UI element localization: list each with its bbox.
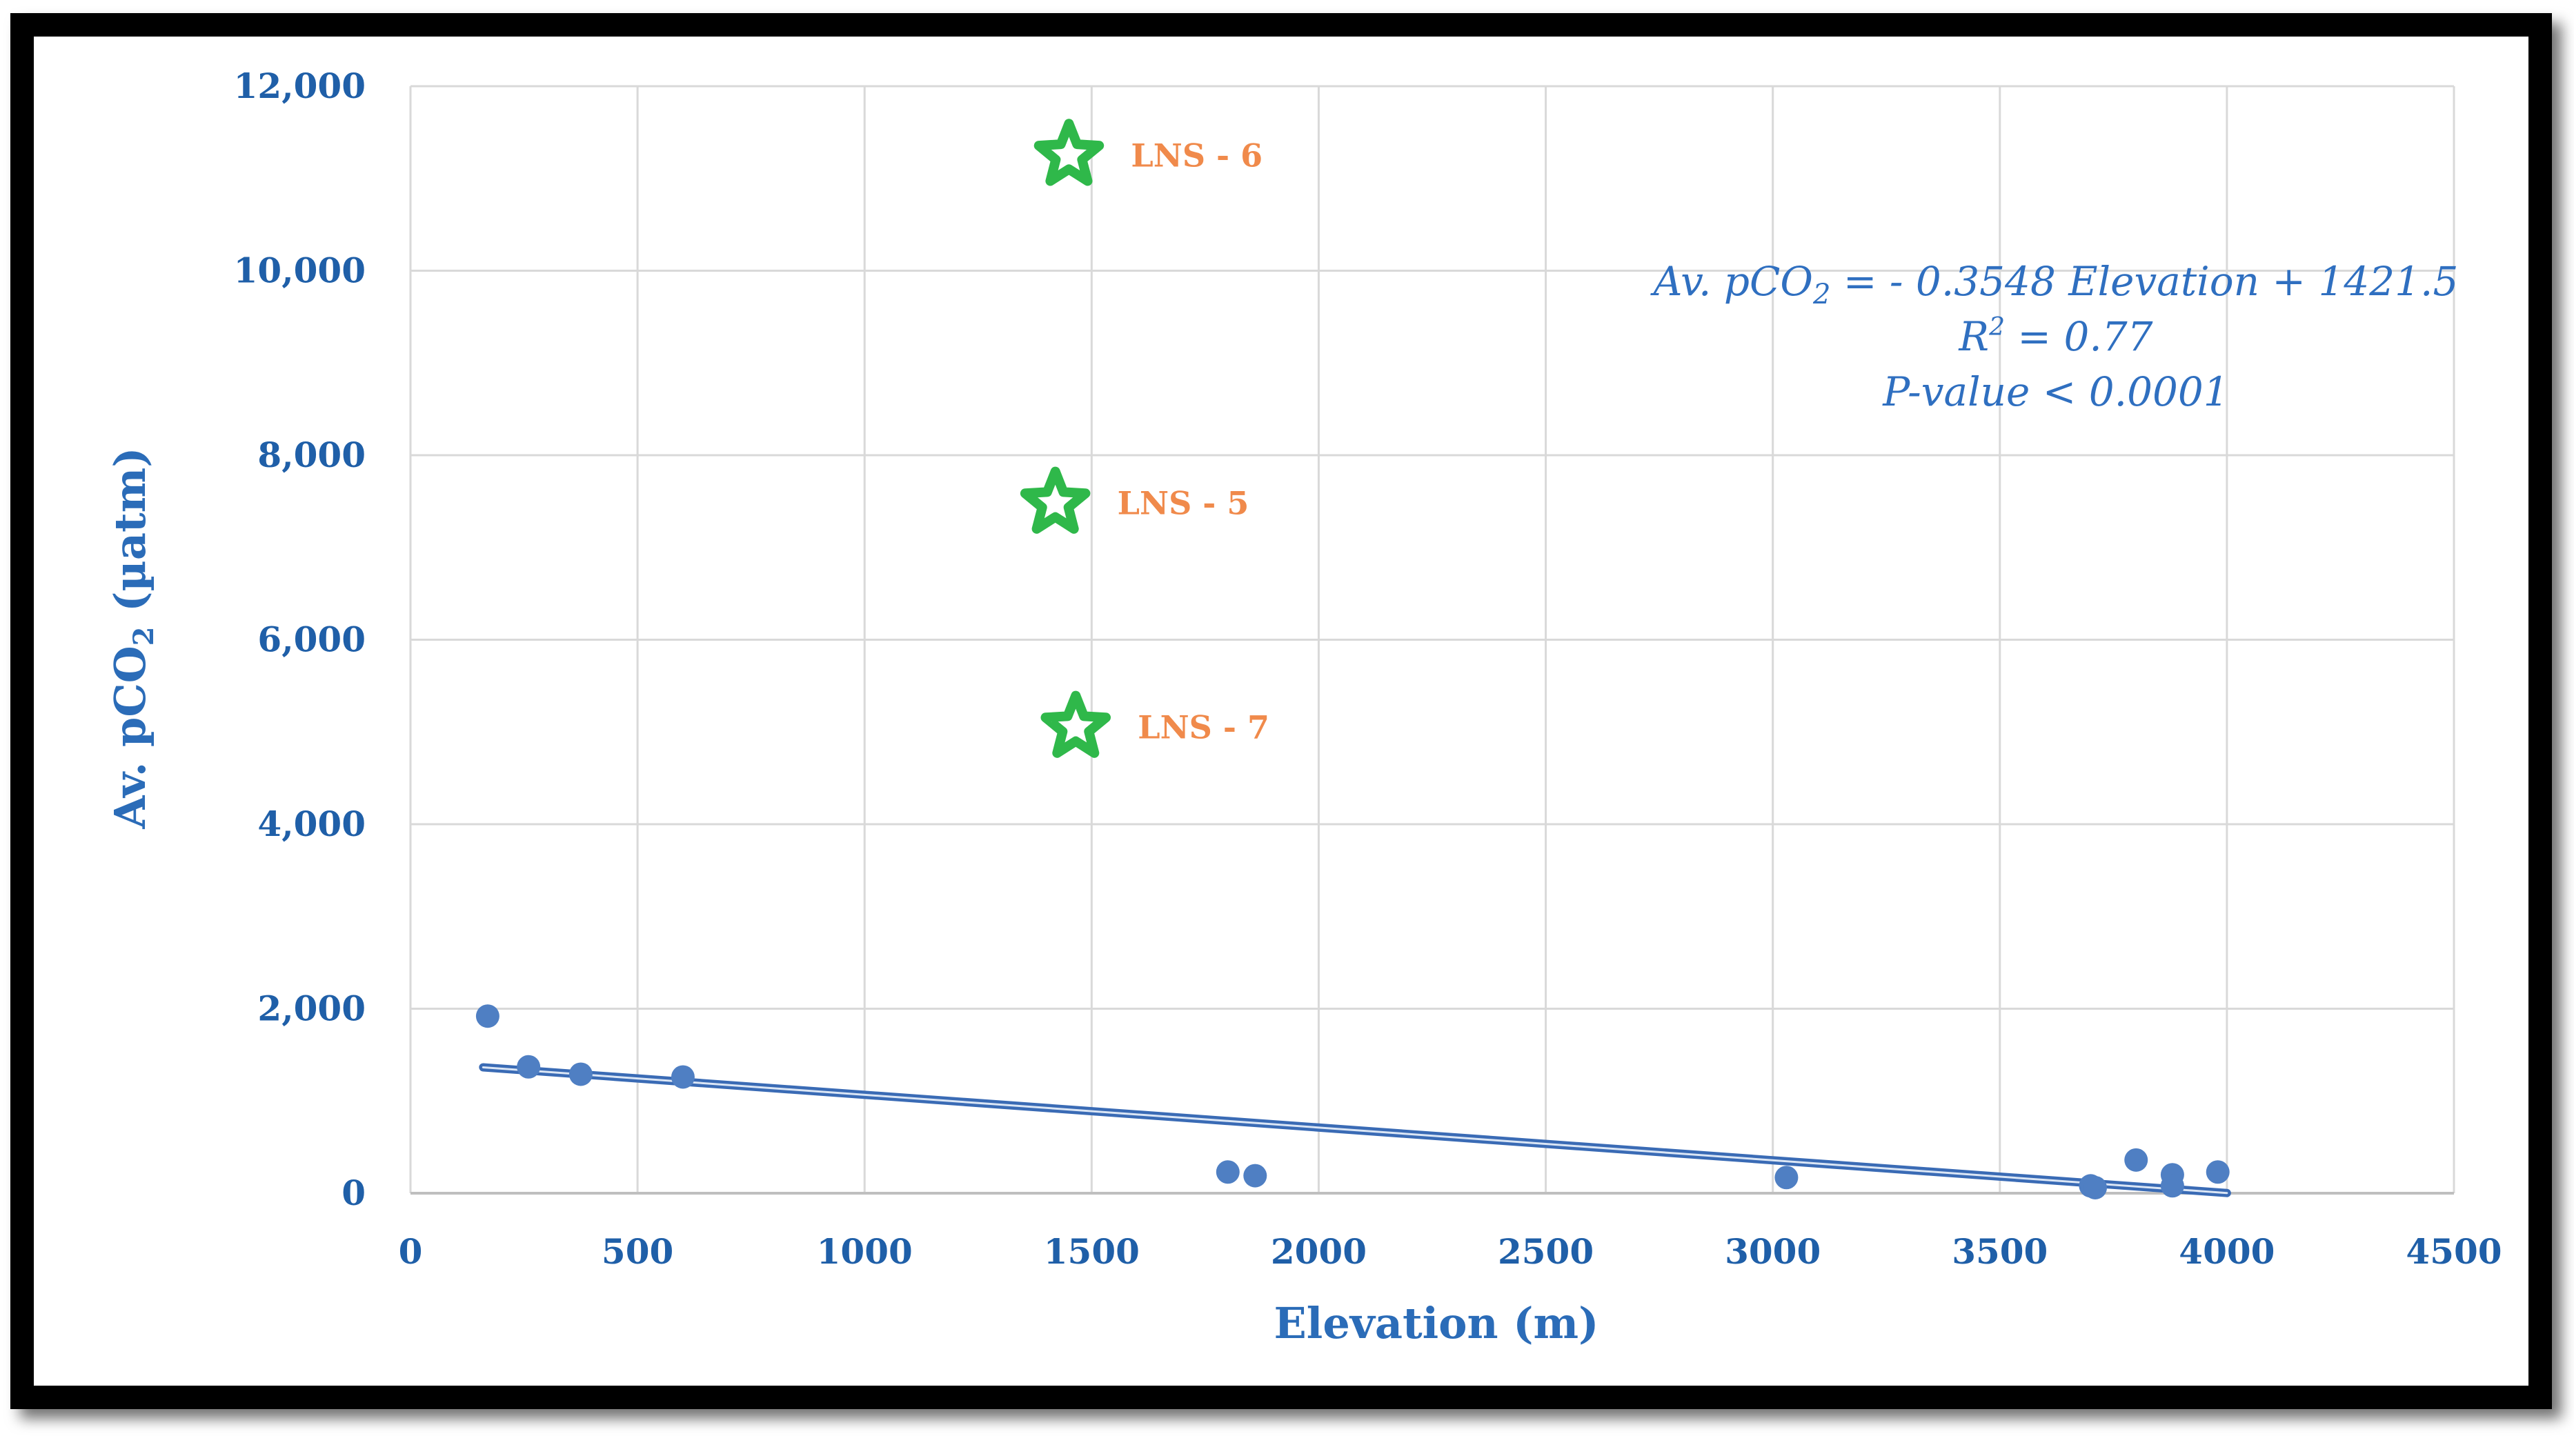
- x-tick-label: 0: [399, 1231, 423, 1272]
- data-point: [2160, 1174, 2184, 1198]
- data-point: [2124, 1148, 2148, 1172]
- data-point: [568, 1062, 593, 1086]
- y-tick-label: 10,000: [234, 250, 366, 291]
- y-tick-label: 8,000: [257, 435, 366, 475]
- eq-lhs-sub: 2: [1812, 279, 1830, 310]
- data-point: [475, 1004, 499, 1028]
- y-axis-title-sub: 2: [128, 626, 160, 646]
- star-label: LNS - 6: [1131, 137, 1263, 174]
- x-tick-label: 2500: [1498, 1231, 1594, 1272]
- y-axis-title-main: Av. pCO: [105, 646, 155, 829]
- y-axis-title-unit: (µatm): [105, 447, 155, 626]
- grid: [409, 85, 2455, 1195]
- y-axis-title: Av. pCO2 (µatm): [105, 447, 160, 829]
- x-tick-label: 4500: [2406, 1231, 2502, 1272]
- r2-label: R: [1958, 313, 1989, 360]
- outer-border: [10, 13, 2552, 1409]
- y-axis-ticks: 0 2,000 4,000 6,000 8,000 10,000 12,000: [234, 66, 366, 1213]
- star-marker: [1040, 690, 1111, 758]
- p-value: P-value < 0.0001: [1882, 368, 2228, 415]
- star-points: LNS - 6 LNS - 5 LNS - 7: [1020, 119, 1269, 758]
- data-point: [1243, 1164, 1267, 1188]
- star-label: LNS - 7: [1138, 709, 1269, 746]
- trendline-inner: [482, 1066, 2228, 1195]
- x-tick-label: 3500: [1952, 1231, 2048, 1272]
- x-tick-label: 1500: [1044, 1231, 1140, 1272]
- data-points: [475, 1004, 2230, 1199]
- r2-value: = 0.77: [2005, 313, 2153, 360]
- y-tick-label: 6,000: [257, 619, 366, 660]
- x-tick-label: 3000: [1725, 1231, 1821, 1272]
- trendline: [479, 1063, 2231, 1197]
- r-squared: R2 = 0.77: [1958, 313, 2152, 360]
- y-tick-label: 4,000: [257, 804, 366, 844]
- eq-rhs: = - 0.3548 Elevation + 1421.5: [1830, 258, 2458, 305]
- eq-lhs: Av. pCO: [1650, 258, 1813, 305]
- x-tick-label: 500: [602, 1231, 673, 1272]
- x-tick-label: 1000: [817, 1231, 913, 1272]
- data-point: [2206, 1160, 2230, 1184]
- y-tick-label: 0: [341, 1173, 366, 1213]
- y-tick-label: 12,000: [234, 66, 366, 106]
- data-point: [1216, 1160, 1240, 1184]
- x-tick-label: 4000: [2179, 1231, 2275, 1272]
- y-tick-label: 2,000: [257, 988, 366, 1029]
- x-axis-ticks: 0 500 1000 1500 2000 2500 3000 3500 4000 4500: [399, 1231, 2502, 1272]
- star-label: LNS - 5: [1118, 485, 1249, 522]
- data-point: [517, 1055, 541, 1079]
- star-marker: [1033, 119, 1105, 186]
- x-axis-title: Elevation (m): [1274, 1298, 1599, 1348]
- regression-equation: Av. pCO2 = - 0.3548 Elevation + 1421.5: [1650, 258, 2459, 310]
- r2-sup: 2: [1988, 313, 2005, 341]
- x-tick-label: 2000: [1271, 1231, 1367, 1272]
- data-point: [671, 1065, 695, 1089]
- data-point: [1774, 1166, 1799, 1190]
- star-marker: [1020, 466, 1091, 534]
- data-point: [2083, 1175, 2108, 1199]
